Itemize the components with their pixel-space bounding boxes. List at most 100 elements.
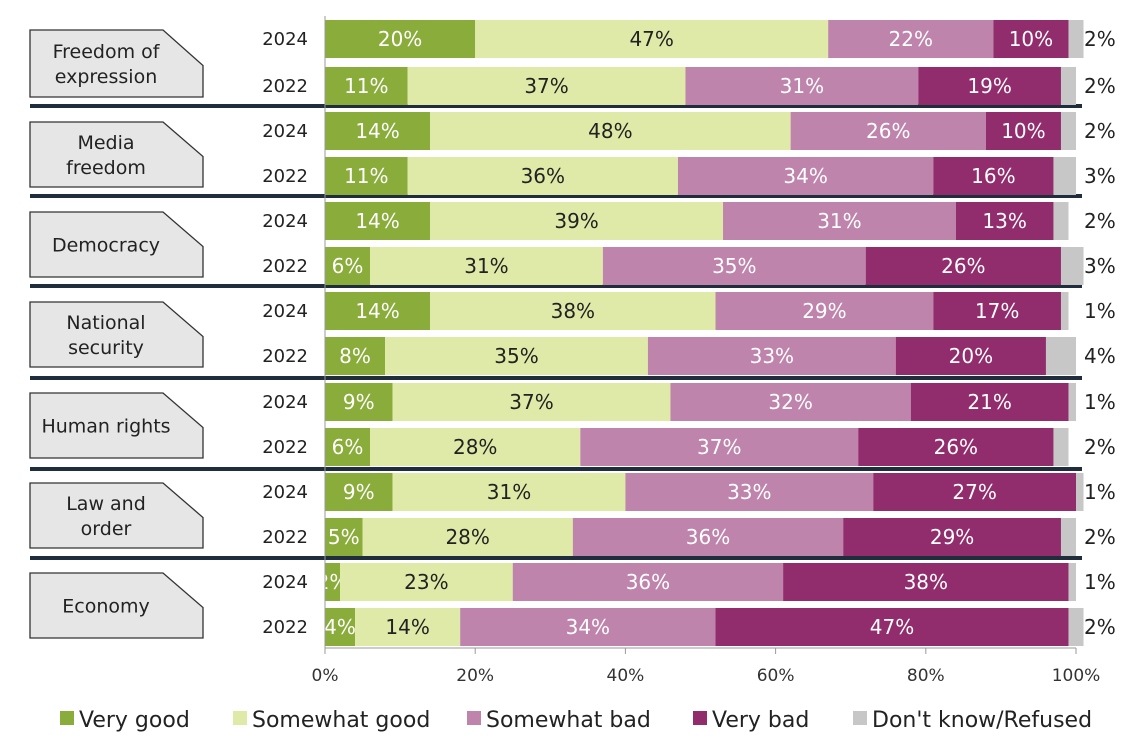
data-label: 36% [521, 164, 565, 188]
bar-segment [843, 518, 1061, 556]
bar-segment [723, 202, 956, 240]
legend-label: Very bad [712, 708, 809, 733]
data-label: 1% [1084, 299, 1116, 323]
legend-label: Somewhat good [252, 708, 430, 733]
bar-segment [1053, 428, 1069, 466]
data-label: 48% [588, 119, 632, 143]
data-label: 32% [768, 390, 812, 414]
category-label: expression [55, 66, 158, 88]
bar-segment [933, 157, 1054, 195]
data-label: 5% [328, 525, 360, 549]
bar-segment [1068, 563, 1076, 601]
data-label: 37% [697, 435, 741, 459]
data-label: 1% [1084, 570, 1116, 594]
category-label: Law and [66, 493, 146, 515]
year-label: 2022 [262, 256, 308, 277]
bar-segment [783, 563, 1069, 601]
data-label: 10% [1001, 119, 1045, 143]
legend-swatch [233, 711, 247, 725]
bar-segment [512, 563, 784, 601]
bar-segment [325, 608, 356, 646]
year-label: 2022 [262, 346, 308, 367]
data-label: 8% [339, 344, 371, 368]
data-label: 22% [889, 27, 933, 51]
bar-segment [370, 247, 603, 285]
data-label: 3% [1084, 254, 1116, 278]
year-label: 2024 [262, 392, 308, 413]
bar-segment [325, 518, 363, 556]
bar-segment [325, 383, 393, 421]
bar-segment [580, 428, 859, 466]
data-label: 28% [453, 435, 497, 459]
bar-segment [325, 473, 393, 511]
year-label: 2024 [262, 29, 308, 50]
bar-segment [1068, 20, 1084, 58]
data-label: 31% [487, 480, 531, 504]
year-label: 2024 [262, 482, 308, 503]
bar-segment [475, 20, 829, 58]
data-label: 14% [355, 299, 399, 323]
category-box [29, 121, 204, 188]
bar-segment [1060, 292, 1069, 330]
tick-label: 80% [907, 666, 945, 686]
bar-segment [430, 112, 791, 150]
data-label: 2% [1084, 74, 1116, 98]
data-label: 4% [324, 615, 356, 639]
bar-segment [865, 247, 1061, 285]
tick-label: 20% [456, 666, 494, 686]
data-label: 26% [866, 119, 910, 143]
x-axis: 0% 20% 40% 60% 80% 100% [312, 16, 1100, 686]
data-label: 11% [344, 164, 388, 188]
data-label: 37% [524, 74, 568, 98]
data-label: 37% [509, 390, 553, 414]
data-label: 2% [1084, 209, 1116, 233]
year-label: 2022 [262, 527, 308, 548]
bar-segment [392, 473, 626, 511]
data-label: 31% [464, 254, 508, 278]
bar-segment [895, 337, 1046, 375]
year-label: 2022 [262, 166, 308, 187]
data-label: 34% [566, 615, 610, 639]
data-label: 20% [949, 344, 993, 368]
data-label: 9% [343, 480, 375, 504]
category-label: Economy [62, 596, 150, 618]
data-label: 28% [445, 525, 489, 549]
data-label: 2% [1084, 119, 1116, 143]
year-label: 2022 [262, 76, 308, 97]
legend-label: Somewhat bad [486, 708, 651, 733]
category-label: freedom [66, 157, 146, 179]
bar-segment [325, 20, 476, 58]
bar-segment [325, 202, 431, 240]
bar-segment [370, 428, 581, 466]
data-label: 29% [930, 525, 974, 549]
bar-segment [325, 292, 431, 330]
group-separators [30, 104, 1082, 560]
bar-segment [685, 67, 919, 105]
data-label: 33% [750, 344, 794, 368]
bar-segment [325, 67, 408, 105]
data-label: 31% [817, 209, 861, 233]
bar-segment [325, 247, 371, 285]
bar-segment [1053, 202, 1069, 240]
data-label: 6% [332, 254, 364, 278]
legend-label: Very good [79, 708, 190, 733]
legend-swatch [60, 711, 74, 725]
category-box [29, 29, 204, 98]
bar-segment [670, 383, 911, 421]
data-label: 3% [1084, 164, 1116, 188]
category-label: Human rights [41, 416, 170, 438]
year-label: 2024 [262, 211, 308, 232]
bar-segment [828, 20, 994, 58]
data-label: 39% [554, 209, 598, 233]
bar-segment [1068, 383, 1076, 421]
bar-segment [355, 608, 461, 646]
data-label: 17% [975, 299, 1019, 323]
bar-segment [430, 202, 724, 240]
bar-segment [715, 608, 1069, 646]
year-label: 2022 [262, 437, 308, 458]
bar-segment [1053, 157, 1076, 195]
category-label: Freedom of [53, 41, 161, 63]
data-label: 38% [904, 570, 948, 594]
category-label: Democracy [52, 235, 160, 257]
data-label: 16% [971, 164, 1015, 188]
